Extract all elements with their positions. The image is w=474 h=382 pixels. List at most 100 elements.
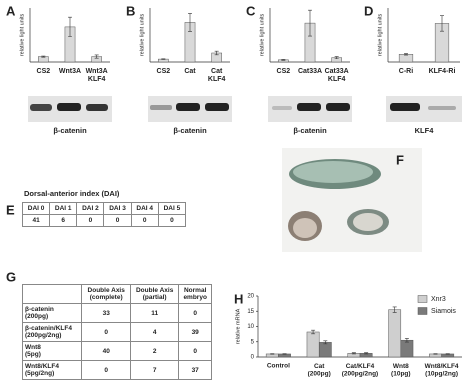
table-cell: 0	[81, 360, 131, 380]
column-header: Normal embryo	[178, 284, 212, 304]
blot	[268, 96, 352, 122]
table-cell: 0	[178, 303, 212, 323]
x-tick-label: Cat/KLF4 (200pg/2ng)	[342, 363, 378, 377]
error-bar	[433, 353, 438, 355]
bar	[398, 54, 414, 63]
error-bar	[41, 55, 46, 58]
error-bar	[323, 340, 328, 345]
panel-letter: G	[6, 269, 16, 284]
error-bar	[214, 50, 219, 56]
y-tick-label: 10	[247, 324, 254, 330]
error-bar	[311, 329, 316, 335]
table-cell: 0	[81, 322, 131, 342]
error-bar	[445, 353, 450, 355]
table-cell: 0	[130, 214, 159, 227]
blot-label: β-catenin	[173, 126, 207, 135]
table: Double Axis (complete) Double Axis (parti…	[21, 284, 212, 380]
column-header: DAI 4	[130, 202, 159, 215]
blot	[28, 96, 112, 122]
bar	[318, 342, 332, 358]
table-row: β-catenin (200pg) 33 11 0	[21, 303, 212, 323]
panel-letter: C	[246, 3, 256, 18]
corner-cell	[21, 284, 83, 304]
bar	[388, 309, 402, 358]
panel-letter: B	[126, 3, 135, 18]
legend-swatch	[417, 307, 428, 315]
table-cell: 7	[129, 360, 180, 380]
x-tick-label: Cat (200pg)	[308, 363, 331, 377]
table: DAI 0 DAI 1 DAI 2 DAI 3 DAI 4 DAI 5 41 6 0 0 0 0	[21, 202, 187, 227]
row-header: β-catenin (200pg)	[21, 303, 83, 323]
error-bar	[404, 53, 408, 56]
error-bar	[270, 353, 275, 355]
error-bar	[308, 9, 312, 37]
x-tick-label: Wnt3A KLF4	[86, 68, 108, 83]
y-axis-label: relative light units	[259, 14, 265, 57]
column-header: DAI 2	[76, 202, 105, 215]
table-title: Dorsal-anterior index (DAI)	[24, 189, 120, 198]
bar	[306, 331, 320, 358]
table-row: Double Axis (complete) Double Axis (parti…	[21, 284, 212, 304]
panel-letter: E	[6, 202, 15, 217]
row-header: Wnt8 (5pg)	[21, 341, 83, 361]
table-row: DAI 0 DAI 1 DAI 2 DAI 3 DAI 4 DAI 5	[21, 202, 187, 215]
blot	[386, 96, 462, 122]
bar	[400, 339, 414, 358]
table-cell: 39	[178, 322, 212, 342]
y-axis-label: relative mRNA	[235, 308, 241, 344]
x-tick-label: CS2	[37, 68, 51, 75]
error-bar	[404, 338, 409, 343]
x-tick-label: Cat	[184, 68, 196, 75]
x-tick-label: CS2	[157, 68, 171, 75]
y-axis-label: relative light units	[377, 14, 383, 57]
error-bar	[334, 56, 339, 60]
blot-label: β-catenin	[53, 126, 87, 135]
panel-letter: F	[396, 152, 404, 167]
table-cell: 6	[49, 214, 78, 227]
panel-letter: D	[364, 3, 373, 18]
error-bar	[364, 352, 369, 355]
error-bar	[94, 54, 99, 59]
error-bar	[282, 353, 287, 355]
panel-letter: H	[234, 291, 243, 306]
x-tick-label: Wnt8 (10pg)	[391, 363, 411, 377]
panel-letter: A	[6, 3, 16, 18]
column-header: DAI 1	[49, 202, 78, 215]
error-bar	[161, 58, 166, 60]
table-cell: 40	[81, 341, 131, 361]
x-tick-label: CS2	[277, 68, 291, 75]
table-cell: 2	[129, 341, 180, 361]
table-row: 41 6 0 0 0 0	[21, 214, 187, 227]
error-bar	[68, 16, 72, 37]
table-cell: 0	[178, 341, 212, 361]
blot-label: β-catenin	[293, 126, 327, 135]
column-header: Double Axis (complete)	[81, 284, 131, 304]
y-axis-label: relative light units	[139, 14, 145, 57]
table-cell: 4	[129, 322, 180, 342]
table-cell: 11	[129, 303, 180, 323]
x-tick-label: Cat33A KLF4	[325, 68, 349, 83]
blot	[148, 96, 232, 122]
embryo-photo	[282, 148, 422, 252]
error-bar	[281, 59, 286, 61]
x-tick-label: Wnt3A	[59, 68, 81, 75]
y-tick-label: 20	[247, 294, 254, 300]
table-cell: 0	[157, 214, 187, 227]
y-tick-label: 5	[251, 339, 255, 345]
legend-label: Xnr3	[431, 296, 446, 303]
table-cell: 0	[103, 214, 132, 227]
y-tick-label: 15	[247, 309, 254, 315]
column-header: DAI 5	[157, 202, 187, 215]
error-bar	[351, 352, 356, 355]
legend-swatch	[417, 295, 428, 303]
error-bar	[440, 15, 444, 32]
table-row: Wnt8 (5pg) 40 2 0	[21, 341, 212, 361]
column-header: Double Axis (partial)	[129, 284, 180, 304]
x-tick-label: Control	[267, 363, 290, 370]
y-tick-label: 0	[251, 355, 255, 361]
column-header: DAI 3	[103, 202, 132, 215]
table-row: β-catenin/KLF4 (200pg/2ng) 0 4 39	[21, 322, 212, 342]
row-header: Wnt8/KLF4 (5pg/2ng)	[21, 360, 83, 380]
